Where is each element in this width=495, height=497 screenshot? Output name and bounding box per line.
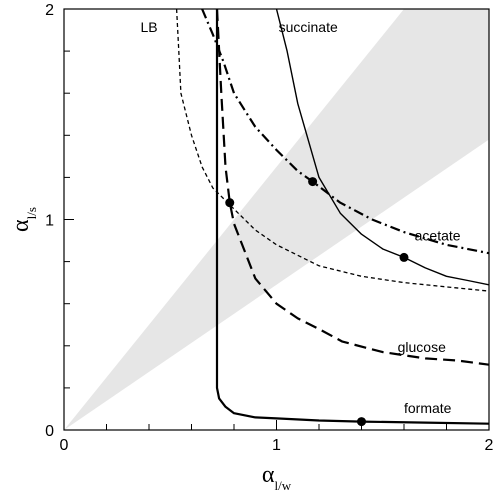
series-label-succinate: succinate <box>279 19 338 35</box>
y-tick-label: 0 <box>45 423 54 440</box>
series-line-formate <box>215 9 489 425</box>
series-label-formate: formate <box>404 400 452 416</box>
y-tick-label: 2 <box>45 2 54 19</box>
x-tick-label: 0 <box>60 437 69 454</box>
series-line-acetate <box>201 9 489 255</box>
y-tick-label: 1 <box>45 213 54 230</box>
label-layer: succinate acetate LB glucose formate <box>141 19 461 416</box>
tick-layer: 0 1 2 0 1 2 <box>45 2 493 454</box>
x-tick-label: 2 <box>485 437 494 454</box>
marker-formate <box>357 417 366 427</box>
series-line-LB <box>175 9 489 292</box>
shaded-region <box>64 9 489 430</box>
series-line-glucose <box>215 9 489 366</box>
series-layer <box>175 9 489 425</box>
series-label-LB: LB <box>141 19 158 35</box>
series-label-glucose: glucose <box>398 339 446 355</box>
marker-glucose <box>225 198 235 208</box>
x-tick-label: 1 <box>272 437 281 454</box>
y-axis-label: αl/s <box>8 207 39 232</box>
series-line-succinate <box>275 9 489 286</box>
shaded-wedge <box>64 9 489 430</box>
x-axis-label: αl/w <box>262 462 292 493</box>
marker-layer <box>225 177 409 427</box>
marker-succinate <box>399 252 409 262</box>
series-label-acetate: acetate <box>415 228 461 244</box>
marker-acetate <box>308 177 318 187</box>
